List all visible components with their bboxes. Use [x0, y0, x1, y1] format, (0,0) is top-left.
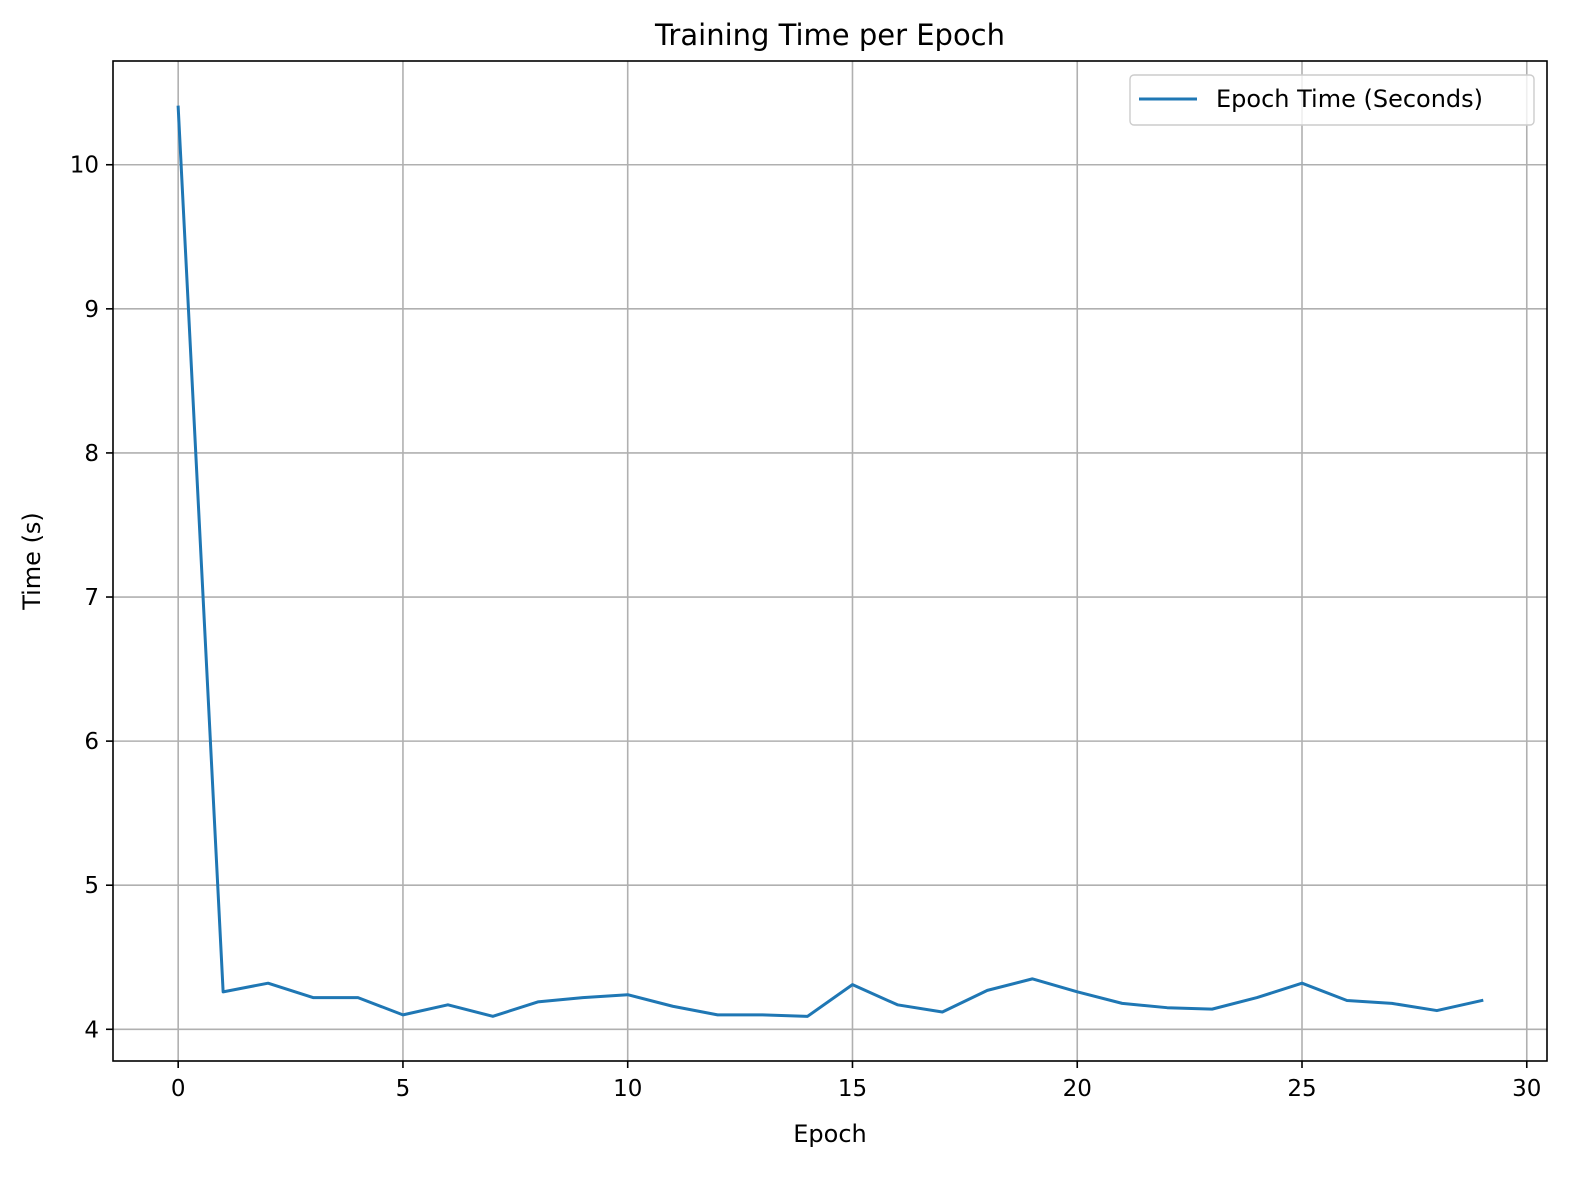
y-axis-label: Time (s)	[18, 512, 46, 611]
series-line	[176, 105, 1484, 1018]
x-tick-label: 10	[613, 1076, 642, 1102]
x-tick-label: 5	[396, 1076, 411, 1102]
series-layer	[176, 105, 1484, 1018]
x-axis-label: Epoch	[793, 1120, 867, 1148]
legend-box	[1129, 74, 1535, 126]
y-tick-label: 9	[84, 297, 99, 323]
y-tick-label: 8	[84, 441, 99, 467]
y-tick-label: 5	[84, 873, 99, 899]
chart-title: Training Time per Epoch	[654, 18, 1005, 52]
y-tick-label: 4	[84, 1017, 99, 1043]
x-tick-label: 25	[1287, 1076, 1316, 1102]
x-tick-label: 30	[1512, 1076, 1541, 1102]
legend: Epoch Time (Seconds)	[1129, 74, 1535, 126]
x-tick-label: 20	[1063, 1076, 1092, 1102]
legend-label: Epoch Time (Seconds)	[1216, 85, 1483, 113]
ticks: 0 5 10 15 20 25 30 4 5 6 7 8 9 10	[70, 153, 1542, 1102]
x-tick-label: 15	[838, 1076, 867, 1102]
y-tick-label: 7	[84, 585, 99, 611]
grid	[113, 61, 1547, 1061]
plot-frame	[112, 60, 1548, 1062]
x-tick-label: 0	[171, 1076, 186, 1102]
y-tick-label: 6	[84, 729, 99, 755]
y-tick-label: 10	[70, 153, 99, 179]
